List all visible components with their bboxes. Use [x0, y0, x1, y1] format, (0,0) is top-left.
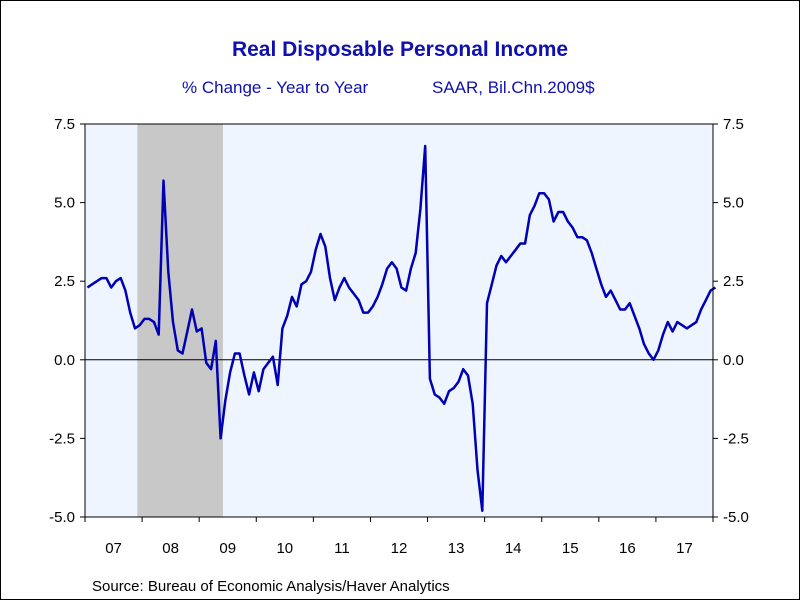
y-tick-label-right: -5.0: [723, 509, 749, 526]
y-tick-label-left: 2.5: [54, 273, 75, 290]
y-tick-label-right: 2.5: [723, 273, 744, 290]
y-tick-label-right: 5.0: [723, 195, 744, 212]
y-tick-label-right: 0.0: [723, 352, 744, 369]
x-tick-label: 10: [276, 540, 293, 557]
plot-border: [84, 123, 714, 518]
y-tick-label-left: 5.0: [54, 195, 75, 212]
x-tick-label: 09: [219, 540, 236, 557]
y-tick-label-left: 7.5: [54, 116, 75, 133]
y-tick-label-left: -2.5: [49, 430, 75, 447]
y-tick-label-right: -2.5: [723, 430, 749, 447]
x-tick-label: 15: [562, 540, 579, 557]
x-tick-label: 12: [391, 540, 408, 557]
x-tick-label: 11: [334, 540, 350, 557]
x-tick-label: 16: [619, 540, 636, 557]
chart-title: Real Disposable Personal Income: [231, 38, 569, 61]
y-tick-label-left: -5.0: [49, 509, 75, 526]
y-tick-label-left: 0.0: [54, 352, 75, 369]
chart-subtitle-units: % Change - Year to Year: [182, 78, 369, 97]
x-tick-label: 17: [676, 540, 693, 557]
series-line: [86, 144, 717, 512]
x-tick-label: 14: [505, 540, 522, 557]
x-tick-label: 08: [162, 540, 179, 557]
chart-subtitle-measure: SAAR, Bil.Chn.2009$: [432, 78, 595, 97]
y-tick-label-right: 7.5: [723, 116, 744, 133]
axes: -5.0 -5.0 -2.5 -2.5 0.0 0.0 2.5 2.5 5.0 5.0 7.5 7.5…: [49, 116, 749, 557]
x-tick-label: 13: [448, 540, 465, 557]
x-tick-label: 07: [105, 540, 122, 557]
source-note: Source: Bureau of Economic Analysis/Have…: [92, 578, 450, 595]
